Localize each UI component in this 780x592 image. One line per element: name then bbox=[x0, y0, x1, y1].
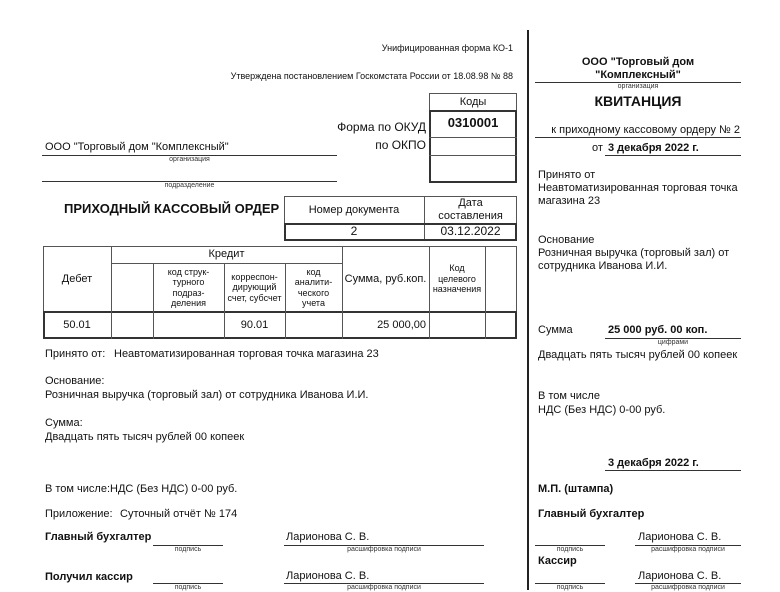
receipt-stamp: М.П. (штампа) bbox=[538, 483, 614, 495]
subdivision-caption: подразделение bbox=[164, 182, 215, 189]
receipt-cashier-label: Кассир bbox=[538, 555, 577, 567]
decoding-caption: расшифровка подписи bbox=[651, 546, 725, 553]
cashier-label: Получил кассир bbox=[45, 571, 133, 583]
codes-title: Коды bbox=[459, 95, 487, 108]
receipt-to-order: к приходному кассовому ордеру № 2 bbox=[551, 124, 740, 136]
tear-line bbox=[527, 30, 529, 590]
receipt-title: КВИТАНЦИЯ bbox=[594, 93, 682, 109]
row-sum: 25 000,00 bbox=[377, 318, 426, 331]
signature-caption: подпись bbox=[174, 584, 202, 591]
basis-label: Основание: bbox=[45, 375, 105, 387]
organization-name: ООО "Торговый дом "Комплексный" bbox=[45, 141, 229, 153]
chief-accountant-label: Главный бухгалтер bbox=[45, 531, 152, 543]
signature-caption: подпись bbox=[174, 546, 202, 553]
okud-label: Форма по ОКУД bbox=[337, 120, 426, 134]
col-credit-struct: код струк-турного подраз-деления bbox=[167, 266, 210, 308]
okpo-value bbox=[429, 137, 517, 155]
col-sum: Сумма, руб.коп. bbox=[344, 272, 427, 285]
approval-note: Утверждена постановлением Госкомстата Ро… bbox=[230, 71, 513, 81]
digits-caption: цифрами bbox=[657, 339, 689, 346]
col-credit: Кредит bbox=[208, 248, 245, 261]
basis: Розничная выручка (торговый зал) от сотр… bbox=[45, 389, 369, 401]
signature-caption: подпись bbox=[556, 584, 584, 591]
receipt-from-label: от bbox=[592, 142, 603, 154]
receipt-org-caption: организация bbox=[617, 83, 659, 90]
receipt-chief-name: Ларионова С. В. bbox=[638, 531, 722, 543]
receipt-cashier-name: Ларионова С. В. bbox=[638, 570, 722, 582]
receipt-sum-label: Сумма bbox=[538, 324, 573, 336]
doc-number-label: Номер документа bbox=[308, 203, 400, 216]
col-credit-account: корреспон-дирующий счет, субсчет bbox=[227, 271, 282, 303]
including: НДС (Без НДС) 0-00 руб. bbox=[110, 483, 238, 495]
attachment-label: Приложение: bbox=[45, 508, 113, 520]
receipt-basis-line1: Розничная выручка (торговый зал) от bbox=[538, 247, 730, 259]
receipt-basis-line2: сотрудника Иванова И.И. bbox=[538, 260, 668, 272]
form-name: Унифицированная форма КО-1 bbox=[381, 43, 513, 53]
receipt-sum-digits: 25 000 руб. 00 коп. bbox=[608, 324, 708, 336]
cashier-name: Ларионова С. В. bbox=[286, 570, 370, 582]
order-title: ПРИХОДНЫЙ КАССОВЫЙ ОРДЕР bbox=[64, 201, 280, 216]
receipt-sum-words: Двадцать пять тысяч рублей 00 копеек bbox=[538, 349, 738, 361]
col-credit-analytic: код аналити-ческого учета bbox=[294, 266, 333, 308]
receipt-received-label: Принято от bbox=[538, 169, 596, 181]
doc-date-label: Дата составления bbox=[438, 197, 503, 222]
receipt-basis-label: Основание bbox=[538, 234, 595, 246]
receipt-date: 3 декабря 2022 г. bbox=[608, 457, 699, 469]
receipt-including: НДС (Без НДС) 0-00 руб. bbox=[538, 404, 666, 416]
okud-value: 0310001 bbox=[447, 115, 499, 131]
received-from: Неавтоматизированная торговая точка мага… bbox=[114, 348, 379, 360]
receipt-received-line2: магазина 23 bbox=[538, 195, 601, 207]
receipt-received-line1: Неавтоматизированная торговая точка bbox=[538, 182, 738, 194]
table-row bbox=[43, 311, 517, 339]
col-debit: Дебет bbox=[61, 272, 93, 285]
including-label: В том числе: bbox=[45, 483, 111, 495]
decoding-caption: расшифровка подписи bbox=[347, 584, 421, 591]
receipt-chief-label: Главный бухгалтер bbox=[538, 508, 645, 520]
decoding-caption: расшифровка подписи bbox=[651, 584, 725, 591]
sum-words: Двадцать пять тысяч рублей 00 копеек bbox=[45, 431, 245, 443]
doc-date: 03.12.2022 bbox=[440, 224, 501, 239]
signature-caption: подпись bbox=[556, 546, 584, 553]
sum-label: Сумма: bbox=[45, 417, 83, 429]
attachment: Суточный отчёт № 174 bbox=[120, 508, 238, 520]
received-from-label: Принято от: bbox=[45, 348, 106, 360]
decoding-caption: расшифровка подписи bbox=[347, 546, 421, 553]
receipt-from-date: 3 декабря 2022 г. bbox=[608, 142, 699, 154]
row-debit: 50.01 bbox=[63, 318, 91, 331]
organization-caption: организация bbox=[169, 156, 210, 163]
col-purpose-code: Код целевого назначения bbox=[432, 263, 482, 295]
row-credit-account: 90.01 bbox=[240, 318, 269, 331]
okpo-label: по ОКПО bbox=[375, 138, 426, 152]
doc-number: 2 bbox=[350, 224, 358, 239]
receipt-org-line2: "Комплексный" bbox=[595, 69, 681, 81]
receipt-org-line1: ООО "Торговый дом bbox=[581, 56, 695, 68]
receipt-including-label: В том числе bbox=[538, 390, 600, 402]
chief-accountant-name: Ларионова С. В. bbox=[286, 531, 370, 543]
